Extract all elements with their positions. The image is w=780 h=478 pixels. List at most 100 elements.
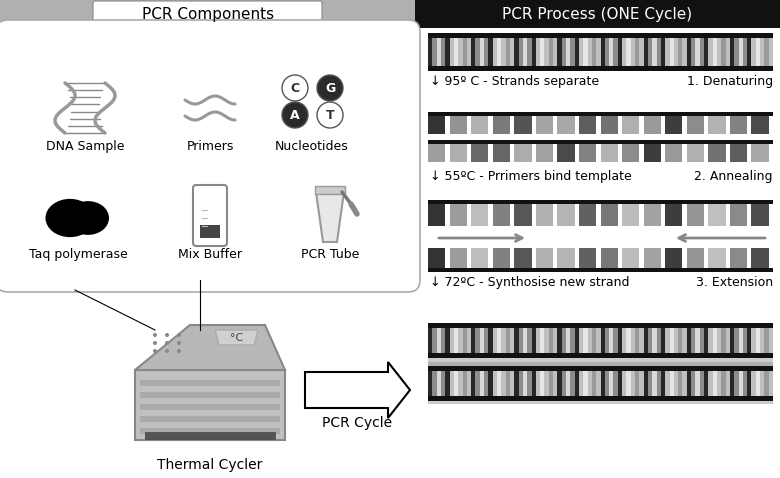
Bar — [449, 328, 454, 353]
Bar — [428, 396, 773, 401]
Bar — [549, 38, 553, 66]
Bar — [428, 328, 432, 353]
Bar — [665, 328, 669, 353]
Bar — [428, 371, 432, 396]
Bar — [644, 116, 661, 134]
Text: 3. Extension: 3. Extension — [696, 276, 773, 289]
Bar — [686, 144, 704, 162]
Bar — [566, 371, 570, 396]
Bar — [601, 328, 604, 353]
Bar — [657, 38, 661, 66]
Bar — [622, 144, 640, 162]
Bar — [613, 371, 618, 396]
Text: G: G — [325, 82, 335, 95]
Bar — [428, 200, 773, 204]
Bar — [635, 371, 640, 396]
Bar — [502, 38, 505, 66]
Bar — [686, 248, 704, 268]
Bar — [708, 248, 725, 268]
Bar — [428, 268, 773, 272]
Bar — [704, 38, 708, 66]
Bar — [579, 204, 596, 226]
Bar — [751, 144, 768, 162]
Bar — [575, 38, 579, 66]
Bar — [725, 38, 730, 66]
Bar — [471, 328, 476, 353]
Bar — [466, 371, 471, 396]
Bar — [523, 38, 527, 66]
Bar — [471, 144, 488, 162]
Bar — [756, 38, 760, 66]
Bar — [674, 328, 678, 353]
Bar — [691, 371, 696, 396]
Circle shape — [317, 75, 343, 101]
Bar — [463, 328, 466, 353]
Bar — [454, 38, 458, 66]
Bar — [519, 328, 523, 353]
Bar — [674, 371, 678, 396]
Bar — [145, 432, 275, 439]
Bar — [536, 371, 540, 396]
FancyBboxPatch shape — [93, 1, 322, 27]
Bar — [686, 328, 691, 353]
Bar — [493, 38, 497, 66]
Bar — [596, 38, 601, 66]
Circle shape — [165, 341, 169, 345]
Bar — [604, 38, 609, 66]
Text: T: T — [326, 109, 335, 121]
Bar — [441, 371, 445, 396]
Bar — [626, 38, 631, 66]
Bar — [760, 371, 764, 396]
Bar — [708, 204, 725, 226]
Bar — [717, 38, 722, 66]
Bar — [652, 371, 657, 396]
Bar — [471, 116, 488, 134]
Bar — [458, 371, 463, 396]
Bar — [449, 371, 454, 396]
Bar — [592, 38, 596, 66]
Bar — [622, 328, 626, 353]
Bar — [536, 204, 553, 226]
Bar — [449, 38, 454, 66]
Bar — [657, 371, 661, 396]
Bar — [587, 38, 592, 66]
Bar — [730, 328, 734, 353]
Bar — [764, 38, 768, 66]
Bar — [747, 328, 751, 353]
Bar — [691, 328, 696, 353]
Bar — [696, 38, 700, 66]
Bar — [601, 371, 604, 396]
Bar — [493, 116, 510, 134]
Bar — [622, 204, 640, 226]
Bar — [514, 248, 531, 268]
Bar — [734, 371, 739, 396]
Bar — [686, 204, 704, 226]
Bar — [553, 38, 558, 66]
Bar — [449, 248, 466, 268]
Bar — [428, 362, 773, 366]
Bar — [626, 328, 631, 353]
Bar — [562, 38, 566, 66]
Bar — [480, 371, 484, 396]
Bar — [432, 38, 437, 66]
Bar — [523, 328, 527, 353]
Bar — [743, 328, 747, 353]
Bar — [631, 328, 635, 353]
Bar — [140, 416, 280, 422]
Bar — [661, 371, 665, 396]
Bar — [725, 371, 730, 396]
Bar — [505, 38, 510, 66]
Bar — [579, 248, 596, 268]
Bar — [700, 328, 704, 353]
Bar — [549, 371, 553, 396]
Bar — [644, 328, 648, 353]
Bar — [648, 328, 652, 353]
Bar — [476, 328, 480, 353]
Bar — [493, 371, 497, 396]
Polygon shape — [135, 325, 285, 370]
Bar — [640, 38, 643, 66]
Bar — [768, 38, 773, 66]
Circle shape — [282, 102, 308, 128]
Bar — [592, 328, 596, 353]
Bar — [428, 323, 773, 328]
